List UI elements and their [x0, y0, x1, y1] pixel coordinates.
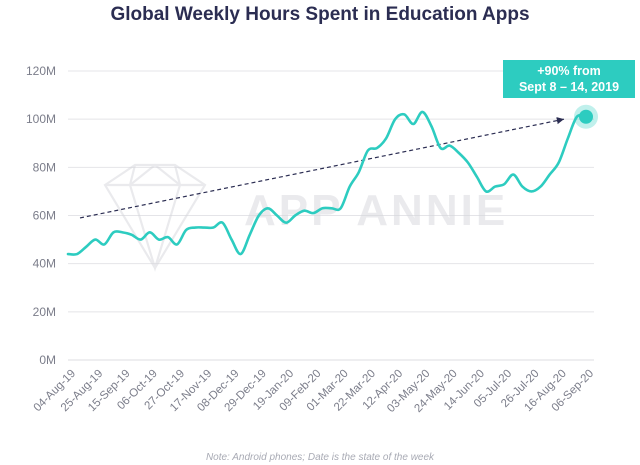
- series-line: [66, 110, 588, 256]
- footnote: Note: Android phones; Date is the state …: [205, 452, 435, 463]
- growth-callout: +90% from Sept 8 – 14, 2019: [503, 60, 635, 98]
- y-tick-label: 120M: [26, 64, 56, 78]
- watermark: APP ANNIE: [103, 163, 508, 272]
- series-line-group: [66, 110, 588, 256]
- y-axis-ticks: 0M 20M 40M 60M 80M 100M 120M: [26, 64, 56, 367]
- y-tick-label: 100M: [26, 112, 56, 126]
- trend-line: [79, 117, 565, 219]
- y-tick-label: 20M: [33, 305, 56, 319]
- chart-title: Global Weekly Hours Spent in Education A…: [110, 4, 530, 25]
- watermark-diamond-icon: [103, 163, 207, 272]
- trend-line-group: [79, 117, 565, 219]
- highlight-group: [574, 104, 598, 129]
- watermark-text: APP ANNIE: [244, 186, 508, 235]
- x-axis-ticks: 04-Aug-1925-Aug-1915-Sep-1906-Oct-1927-O…: [32, 368, 596, 415]
- callout-line-1: +90% from: [537, 64, 601, 78]
- y-tick-label: 60M: [33, 209, 56, 223]
- callout-line-2: Sept 8 – 14, 2019: [518, 80, 620, 94]
- y-tick-label: 40M: [33, 257, 56, 271]
- y-tick-label: 80M: [33, 160, 56, 174]
- highlight-point: [579, 109, 593, 124]
- y-tick-label: 0M: [39, 353, 56, 367]
